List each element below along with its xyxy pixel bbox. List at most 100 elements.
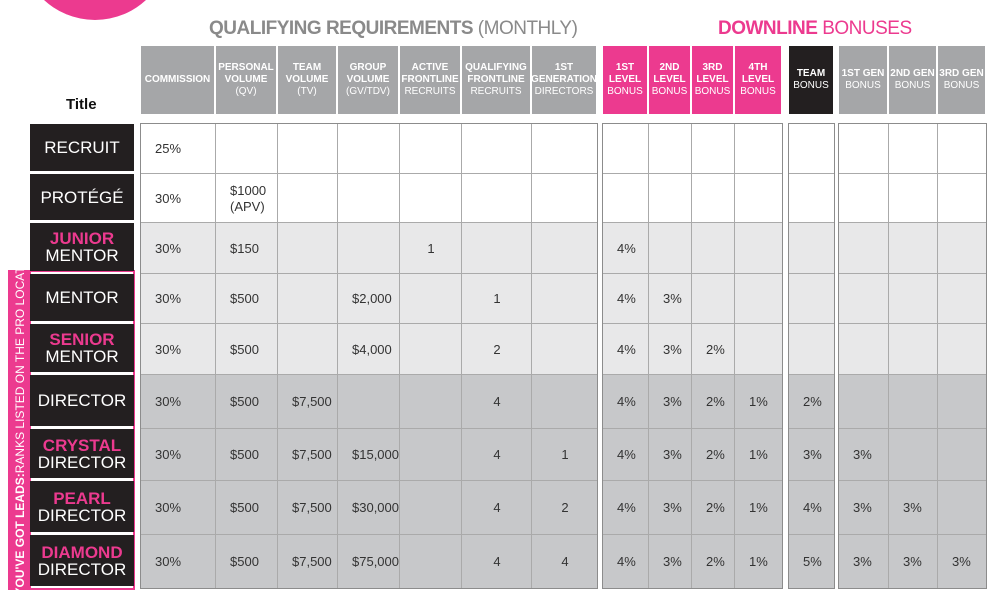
table-cell <box>603 223 649 274</box>
table-cell <box>839 535 889 589</box>
column-header: COMMISSION <box>141 46 214 114</box>
table-cell <box>692 324 735 375</box>
table-cell <box>400 429 462 481</box>
table-cell <box>338 124 400 174</box>
column-header-subtitle: RECRUITS <box>404 86 456 97</box>
column-header-subtitle: DIRECTORS <box>534 86 594 97</box>
table-cell <box>532 274 598 324</box>
table-cell-value: 3% <box>663 554 682 569</box>
table-cell <box>278 481 338 535</box>
table-cell-value: 4 <box>493 500 501 515</box>
rank-title-line1: PEARL <box>53 488 111 508</box>
column-header-title: COMMISSION <box>144 74 211 85</box>
table-cell <box>338 174 400 223</box>
table-cell <box>789 124 835 174</box>
table-cell <box>216 324 278 375</box>
table-cell <box>400 375 462 429</box>
column-header-title: 1ST GENERATION <box>531 62 597 85</box>
table-cell-value: 2% <box>706 394 725 409</box>
table-cell-value: 2 <box>561 500 569 515</box>
table-cell <box>735 535 783 589</box>
pink-decoration-shape <box>20 0 170 20</box>
column-header-subtitle: BONUS <box>943 80 980 91</box>
column-header-title: PERSONAL VOLUME <box>218 62 274 85</box>
table-cell-value: 1% <box>749 394 768 409</box>
table-cell <box>839 223 889 274</box>
column-header-title: 1ST LEVEL <box>608 62 642 85</box>
table-cell <box>400 324 462 375</box>
rank-title-line1: MENTOR <box>45 288 119 307</box>
table-cell <box>649 274 692 324</box>
table-cell-value: $500 <box>230 341 259 357</box>
table-cell <box>141 481 216 535</box>
table-cell-value: 1 <box>493 291 501 306</box>
column-header-title: 1ST GEN <box>841 68 885 79</box>
table-cell-value: 3% <box>903 554 922 569</box>
table-cell <box>141 223 216 274</box>
table-cell <box>400 481 462 535</box>
column-header-title: 3RD GEN <box>939 68 984 79</box>
table-cell <box>839 324 889 375</box>
table-cell-value: $150 <box>230 240 259 256</box>
table-cell <box>338 375 400 429</box>
table-cell-value: 3% <box>663 291 682 306</box>
table-cell <box>141 324 216 375</box>
table-cell-value: 1 <box>427 240 435 256</box>
column-header-subtitle: BONUS <box>845 80 881 91</box>
table-cell <box>889 274 938 324</box>
table-cell <box>141 174 216 223</box>
table-cell-value: 2 <box>493 341 501 357</box>
table-cell-value: 30% <box>155 291 182 306</box>
rank-title-line1: RECRUIT <box>44 138 120 157</box>
table-cell <box>735 124 783 174</box>
table-cell-value: 30% <box>155 554 182 569</box>
table-cell <box>938 223 987 274</box>
column-header-title: TEAM <box>796 68 826 79</box>
table-cell <box>338 429 400 481</box>
table-cell <box>692 481 735 535</box>
rank-title: PEARL DIRECTOR <box>30 481 134 532</box>
table-cell <box>692 174 735 223</box>
column-header: TEAM BONUS <box>789 46 833 114</box>
column-header: 1ST GENERATION DIRECTORS <box>531 46 597 114</box>
table-cell-value: $2,000 <box>352 291 392 306</box>
table-cell-value: 25% <box>155 141 182 156</box>
column-header-title: TEAM VOLUME <box>285 62 329 85</box>
table-cell <box>338 223 400 274</box>
table-cell <box>839 174 889 223</box>
table-cell-value: 4% <box>617 240 636 256</box>
table-cell <box>692 429 735 481</box>
table-cell-value: $7,500 <box>292 500 332 515</box>
table-cell <box>462 375 532 429</box>
table-cell-value: 30% <box>155 500 182 515</box>
table-cell-value: 2% <box>803 394 822 409</box>
table-cell <box>789 375 835 429</box>
table-cell <box>141 375 216 429</box>
table-cell <box>400 535 462 589</box>
table-cell <box>692 375 735 429</box>
leads-side-bar <box>9 272 31 588</box>
table-cell <box>400 174 462 223</box>
table-cell <box>692 274 735 324</box>
rank-title-line1: DIAMOND <box>41 542 123 562</box>
table-cell <box>889 223 938 274</box>
table-cell <box>400 124 462 174</box>
table-cell <box>649 481 692 535</box>
table-cell <box>938 324 987 375</box>
rank-title: JUNIOR MENTOR <box>30 223 134 271</box>
table-cell-value: 3% <box>853 554 872 569</box>
qualifying-requirements-heading: QUALIFYING REQUIREMENTS (MONTHLY) <box>209 18 578 39</box>
table-cell-value: 2% <box>706 554 725 569</box>
table-cell-value: $1000 (APV) <box>230 182 267 214</box>
table-cell-value: $7,500 <box>292 554 332 569</box>
rank-title-line1: CRYSTAL <box>42 435 122 455</box>
table-cell <box>462 124 532 174</box>
rank-title: SENIOR MENTOR <box>30 324 134 372</box>
table-cell-value: $4,000 <box>352 341 392 357</box>
table-cell-value: $500 <box>230 447 259 462</box>
table-cell <box>216 124 278 174</box>
column-header-subtitle: BONUS <box>740 86 776 97</box>
rank-title-line1: JUNIOR <box>49 229 115 248</box>
table-cell <box>603 429 649 481</box>
table-cell-value: 4% <box>617 394 636 409</box>
